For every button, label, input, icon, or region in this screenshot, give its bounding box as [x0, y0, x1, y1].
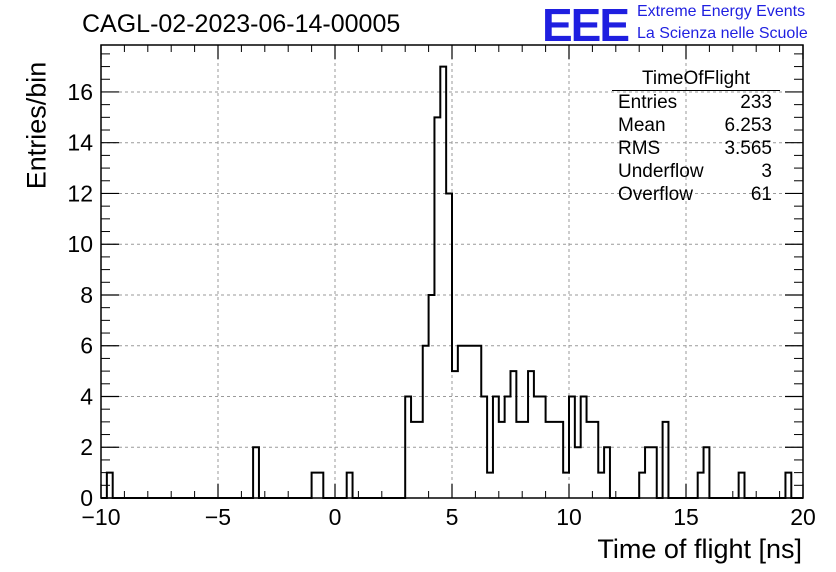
histogram-bin — [458, 346, 464, 498]
stats-value: 3.565 — [724, 138, 772, 159]
x-tick-label: 20 — [790, 504, 816, 530]
y-tick-label: 2 — [80, 434, 93, 460]
histogram-bin — [639, 473, 645, 498]
stats-row-underflow: Underflow 3 — [612, 160, 780, 183]
x-axis-label: Time of flight [ns] — [597, 534, 802, 564]
stats-label: Mean — [618, 115, 666, 136]
histogram-bin — [592, 422, 598, 498]
histogram-bin — [575, 447, 581, 498]
histogram-bin — [528, 371, 534, 498]
y-tick-label: 12 — [67, 180, 93, 206]
stats-label: Entries — [618, 92, 678, 113]
stats-label: Overflow — [618, 184, 693, 205]
histogram-bin — [651, 447, 657, 498]
x-tick-label: −10 — [81, 504, 120, 530]
histogram-bin — [516, 422, 522, 498]
stats-title: TimeOfFlight — [641, 68, 751, 89]
histogram-bin — [739, 473, 745, 498]
histogram-bin — [557, 422, 563, 498]
histogram-bin — [499, 422, 505, 498]
stats-row-mean: Mean 6.253 — [612, 114, 780, 137]
histogram-bin — [698, 473, 704, 498]
histogram-bin — [604, 447, 610, 498]
stats-row-entries: Entries 233 — [612, 91, 780, 114]
histogram-bin — [452, 371, 458, 498]
histogram-bin — [563, 473, 569, 498]
histogram-bin — [540, 396, 546, 498]
histogram-bin — [423, 346, 429, 498]
histogram-bin — [487, 473, 493, 498]
chart-title: CAGL-02-2023-06-14-00005 — [82, 10, 401, 38]
histogram-bin — [581, 396, 587, 498]
x-tick-label: 15 — [673, 504, 699, 530]
stats-value: 61 — [750, 184, 772, 205]
histogram-bin — [511, 371, 517, 498]
histogram-bin — [253, 447, 259, 498]
histogram-bin — [434, 117, 440, 498]
histogram-bin — [411, 422, 417, 498]
histogram-bin — [481, 396, 487, 498]
histogram-bin — [347, 473, 353, 498]
y-tick-label: 14 — [67, 130, 93, 156]
y-tick-label: 16 — [67, 79, 93, 105]
axis-ticks — [100, 45, 804, 499]
histogram-bin — [312, 473, 318, 498]
stats-box: TimeOfFlight Entries 233 Mean 6.253 RMS … — [612, 68, 780, 206]
stats-label: Underflow — [618, 161, 704, 182]
histogram-bin — [464, 346, 470, 498]
eee-logo: EEE — [542, 0, 630, 51]
stats-divider — [612, 90, 780, 91]
histogram-bin — [587, 422, 593, 498]
stats-value: 3 — [761, 161, 772, 182]
histogram-bin — [522, 422, 528, 498]
y-tick-label: 10 — [67, 231, 93, 257]
y-tick-label: 4 — [80, 383, 93, 409]
x-tick-label: 0 — [329, 504, 342, 530]
logo-subtitle-line1: Extreme Energy Events — [637, 3, 806, 20]
stats-value: 233 — [740, 92, 772, 113]
stats-value: 6.253 — [724, 115, 772, 136]
histogram-bin — [663, 422, 669, 498]
y-tick-label: 6 — [80, 333, 93, 359]
histogram-bin — [546, 422, 552, 498]
stats-row-overflow: Overflow 61 — [612, 183, 780, 206]
tick-labels: −10 −5 0 5 10 15 20 0 2 4 6 8 10 12 14 16 — [67, 79, 815, 530]
x-tick-label: 10 — [556, 504, 582, 530]
y-tick-label: 0 — [80, 485, 93, 511]
histogram-bin — [475, 346, 481, 498]
histogram-bin — [317, 473, 323, 498]
histogram-bin — [785, 473, 791, 498]
stats-label: RMS — [618, 138, 661, 159]
x-tick-label: −5 — [205, 504, 231, 530]
histogram-bin — [505, 396, 511, 498]
histogram-bin — [470, 346, 476, 498]
y-axis-label: Entries/bin — [21, 61, 52, 190]
histogram-bin — [598, 473, 604, 498]
histogram-bin — [405, 396, 411, 498]
logo-subtitle-line2: La Scienza nelle Scuole — [637, 25, 808, 42]
histogram-bin — [551, 422, 557, 498]
histogram-bin — [429, 295, 435, 498]
x-tick-label: 5 — [446, 504, 459, 530]
histogram-bin — [645, 447, 651, 498]
histogram-bin — [417, 422, 423, 498]
y-tick-label: 8 — [80, 282, 93, 308]
histogram-bin — [440, 67, 446, 498]
histogram-bin — [569, 396, 575, 498]
histogram-bin — [704, 447, 710, 498]
histogram-bin — [446, 193, 452, 498]
stats-row-rms: RMS 3.565 — [612, 137, 780, 160]
histogram-bin — [493, 396, 499, 498]
histogram-bin — [534, 396, 540, 498]
